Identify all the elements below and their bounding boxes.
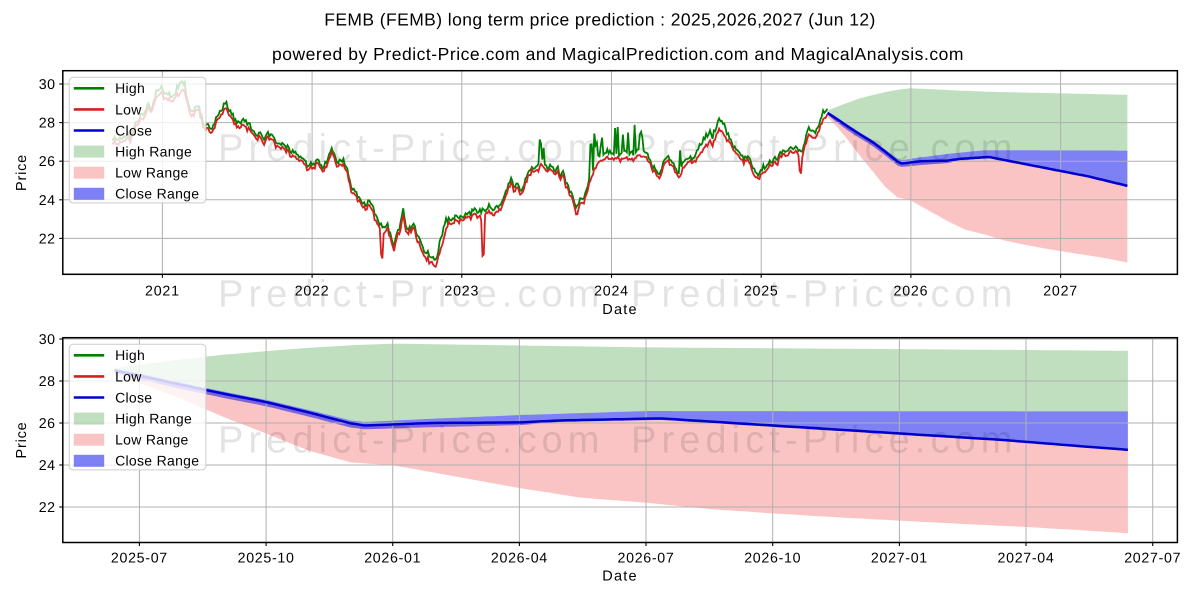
svg-text:22: 22 (39, 500, 56, 516)
svg-text:2023: 2023 (444, 284, 479, 300)
svg-text:High: High (115, 80, 145, 96)
svg-text:2026: 2026 (894, 284, 929, 300)
svg-text:High Range: High Range (115, 411, 192, 427)
svg-text:powered by Predict-Price.com a: powered by Predict-Price.com and Magical… (272, 44, 964, 64)
svg-text:30: 30 (39, 77, 56, 93)
svg-text:2024: 2024 (594, 284, 629, 300)
svg-text:Close: Close (115, 389, 152, 405)
svg-text:28: 28 (39, 116, 56, 132)
svg-text:28: 28 (39, 374, 56, 390)
svg-text:2026-04: 2026-04 (491, 551, 548, 567)
svg-text:2027: 2027 (1043, 284, 1078, 300)
svg-text:2027-07: 2027-07 (1124, 551, 1181, 567)
svg-text:2027-04: 2027-04 (998, 551, 1055, 567)
svg-text:Predict-Price.com: Predict-Price.com (631, 420, 1018, 462)
svg-text:2026-10: 2026-10 (744, 551, 801, 567)
svg-text:Close Range: Close Range (115, 453, 199, 469)
svg-text:2026-07: 2026-07 (618, 551, 675, 567)
svg-text:Predict-Price.com: Predict-Price.com (218, 420, 605, 462)
svg-text:Price: Price (14, 421, 30, 458)
svg-text:2027-01: 2027-01 (871, 551, 928, 567)
svg-text:Predict-Price.com: Predict-Price.com (631, 128, 1018, 170)
svg-text:2022: 2022 (295, 284, 330, 300)
svg-text:2025-07: 2025-07 (111, 551, 168, 567)
svg-text:26: 26 (39, 154, 56, 170)
svg-text:30: 30 (39, 332, 56, 348)
svg-text:2026-01: 2026-01 (364, 551, 421, 567)
svg-text:FEMB (FEMB) long term price pr: FEMB (FEMB) long term price prediction :… (324, 10, 876, 30)
svg-text:24: 24 (39, 193, 56, 209)
svg-text:Close Range: Close Range (115, 186, 199, 202)
svg-text:24: 24 (39, 458, 56, 474)
svg-text:Date: Date (602, 302, 637, 318)
svg-text:Low: Low (115, 101, 142, 117)
svg-text:Date: Date (602, 569, 637, 585)
svg-text:22: 22 (39, 231, 56, 247)
svg-text:2025-10: 2025-10 (238, 551, 295, 567)
svg-text:2025: 2025 (744, 284, 779, 300)
svg-text:26: 26 (39, 416, 56, 432)
svg-text:Close: Close (115, 122, 152, 138)
svg-text:Predict-Price.com: Predict-Price.com (631, 274, 1018, 316)
svg-text:2021: 2021 (145, 284, 180, 300)
svg-text:Low Range: Low Range (115, 165, 189, 181)
svg-text:Low: Low (115, 368, 142, 384)
svg-text:Low Range: Low Range (115, 432, 189, 448)
svg-text:High: High (115, 347, 145, 363)
svg-text:Price: Price (14, 154, 30, 191)
svg-text:High Range: High Range (115, 144, 192, 160)
svg-text:Predict-Price.com: Predict-Price.com (218, 274, 605, 316)
